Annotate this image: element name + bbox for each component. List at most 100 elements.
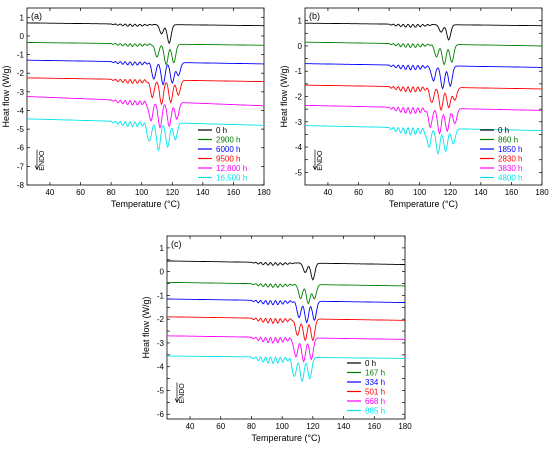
y-tick-label: -5: [295, 168, 303, 177]
x-tick-label: 140: [337, 422, 351, 431]
series-line-2: [305, 63, 542, 90]
y-tick-label: -6: [157, 410, 165, 419]
legend-label-0: 0 h: [498, 126, 509, 135]
y-tick-label: -2: [157, 315, 165, 324]
y-axis-label: Heat flow (W/g): [279, 65, 289, 127]
legend-label-4: 668 h: [365, 397, 385, 406]
legend-label-4: 12,800 h: [216, 164, 247, 173]
endo-arrow-head: [34, 165, 40, 171]
x-tick-label: 80: [247, 422, 256, 431]
x-tick-label: 180: [535, 188, 549, 197]
endo-label: ENDO: [317, 150, 324, 171]
panel-b: 40 60 80 100 120 140 160 180 1 0 -1 -2 -3 -4 -5 Tempera…: [279, 7, 549, 209]
x-tick-label: 100: [275, 422, 289, 431]
series-line-0: [27, 22, 264, 45]
legend-label-0: 0 h: [365, 359, 376, 368]
series-line-3: [305, 84, 542, 112]
panel-a: 40 60 80 100 120 140 160 180 1 0 -1 -2 -3 -4 -5 -6 -7 -8 T…: [1, 7, 271, 209]
series-line-4: [167, 335, 405, 363]
x-tick-label: 100: [413, 188, 427, 197]
y-axis-label: Heat flow (W/g): [1, 65, 11, 127]
legend-label-1: 167 h: [365, 369, 385, 378]
series-line-4: [27, 96, 264, 130]
x-tick-label: 80: [385, 188, 394, 197]
series-line-5: [27, 118, 264, 152]
y-tick-label: 0: [298, 42, 303, 51]
y-tick-label: -4: [157, 363, 165, 372]
x-tick-label: 120: [166, 188, 180, 197]
x-tick-label: 120: [444, 188, 458, 197]
x-axis-label: Temperature (°C): [389, 199, 458, 209]
x-tick-label: 40: [45, 188, 54, 197]
y-tick-label: -8: [17, 181, 25, 190]
x-tick-label: 180: [257, 188, 271, 197]
y-tick-label: -4: [295, 143, 303, 152]
x-tick-label: 160: [227, 188, 241, 197]
legend-label-1: 2900 h: [216, 136, 240, 145]
series-line-0: [305, 22, 542, 41]
x-tick-label: 60: [354, 188, 363, 197]
y-tick-label: 1: [298, 17, 303, 26]
legend-label-0: 0 h: [216, 126, 227, 135]
y-tick-label: -1: [157, 291, 165, 300]
y-tick-label: -7: [17, 162, 25, 171]
legend-label-3: 9500 h: [216, 155, 240, 164]
x-tick-label: 80: [107, 188, 116, 197]
endo-arrow-head: [174, 398, 180, 404]
endo-arrow-head: [312, 165, 318, 171]
y-tick-label: -5: [157, 386, 165, 395]
endo-label: ENDO: [39, 150, 46, 171]
y-tick-label: 0: [20, 32, 25, 41]
series-line-0: [167, 260, 405, 281]
legend-label-5: 4800 h: [498, 174, 522, 183]
legend-label-5: 885 h: [365, 407, 385, 416]
y-tick-label: -5: [17, 125, 25, 134]
x-axis-label: Temperature (°C): [251, 433, 320, 443]
x-tick-label: 40: [323, 188, 332, 197]
legend-label-4: 3830 h: [498, 164, 522, 173]
legend-label-2: 334 h: [365, 378, 385, 387]
x-tick-label: 140: [196, 188, 210, 197]
legend-label-2: 6000 h: [216, 145, 240, 154]
y-axis-label: Heat flow (W/g): [141, 296, 151, 358]
series-line-5: [305, 125, 542, 155]
legend-label-5: 16,500 h: [216, 174, 247, 183]
legend-label-3: 501 h: [365, 388, 385, 397]
x-tick-label: 140: [474, 188, 488, 197]
x-tick-label: 120: [306, 422, 320, 431]
endo-label: ENDO: [179, 383, 186, 404]
y-tick-label: -2: [17, 69, 25, 78]
panel-label: (b): [309, 11, 320, 21]
series-line-2: [27, 59, 264, 86]
y-tick-label: -3: [295, 118, 303, 127]
y-tick-label: -1: [17, 51, 25, 60]
y-tick-label: -1: [295, 67, 303, 76]
y-tick-label: -2: [295, 93, 303, 102]
legend-label-1: 860 h: [498, 136, 518, 145]
series-line-1: [305, 41, 542, 66]
x-tick-label: 160: [505, 188, 519, 197]
y-tick-label: 1: [20, 13, 25, 22]
panel-label: (a): [31, 11, 42, 21]
series-line-3: [167, 316, 405, 342]
x-tick-label: 60: [76, 188, 85, 197]
series-line-1: [166, 281, 405, 305]
y-tick-label: 0: [160, 268, 165, 277]
x-tick-label: 100: [135, 188, 149, 197]
legend-label-2: 1850 h: [498, 145, 522, 154]
panel-c: 40 60 80 100 120 140 160 180 1 0 -1 -2 -3 -4 -5 -6 Tempe…: [141, 235, 412, 443]
series-line-1: [27, 42, 264, 66]
x-tick-label: 160: [368, 422, 382, 431]
series-line-3: [27, 77, 264, 106]
series-line-4: [305, 104, 542, 135]
y-tick-label: -6: [17, 144, 25, 153]
series-line-5: [167, 355, 405, 383]
series-line-2: [167, 298, 405, 324]
panel-label: (c): [171, 239, 182, 249]
y-tick-label: -3: [17, 88, 25, 97]
x-tick-label: 60: [216, 422, 225, 431]
x-axis-label: Temperature (°C): [111, 199, 180, 209]
x-tick-label: 40: [186, 422, 195, 431]
y-tick-label: -4: [17, 106, 25, 115]
